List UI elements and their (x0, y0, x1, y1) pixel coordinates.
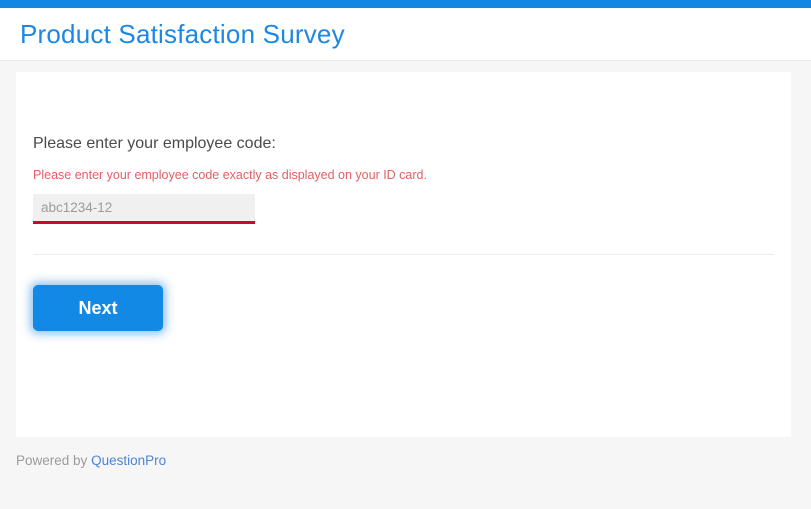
page-title: Product Satisfaction Survey (20, 18, 345, 49)
questionpro-link[interactable]: QuestionPro (91, 453, 167, 468)
employee-code-input[interactable] (33, 194, 255, 224)
next-button[interactable]: Next (33, 285, 163, 331)
footer: Powered by QuestionPro (16, 453, 811, 468)
validation-hint: Please enter your employee code exactly … (33, 168, 427, 182)
survey-header: Product Satisfaction Survey (0, 8, 811, 61)
powered-by-label: Powered by (16, 453, 88, 468)
question-label: Please enter your employee code: (33, 135, 276, 152)
section-divider (33, 254, 774, 255)
top-accent-bar (0, 0, 811, 8)
survey-card: Please enter your employee code: Please … (16, 72, 791, 437)
